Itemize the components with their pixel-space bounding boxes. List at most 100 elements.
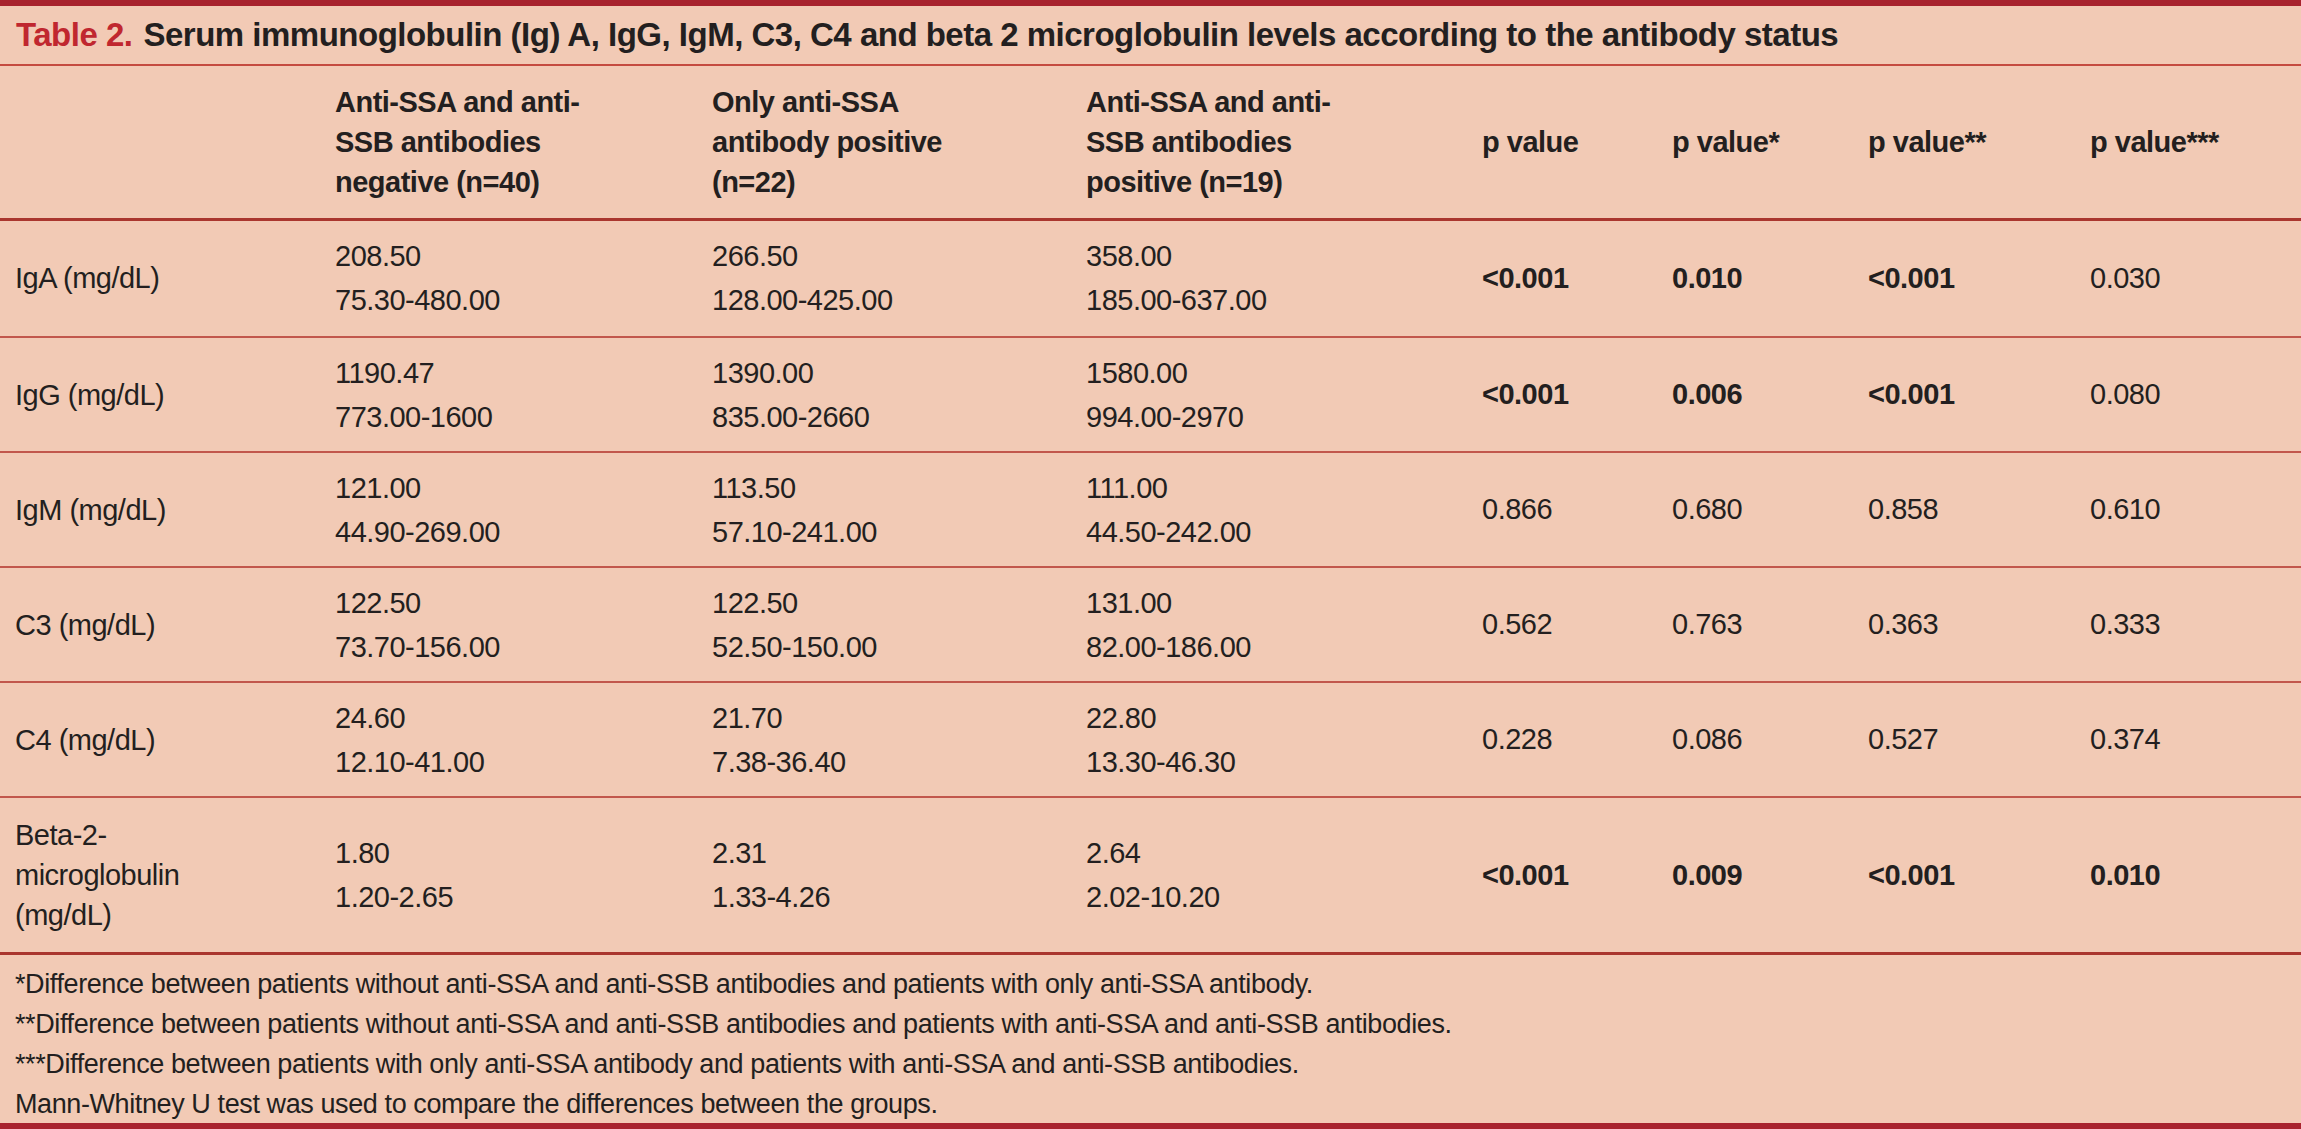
footnote-line: ***Difference between patients with only… bbox=[15, 1044, 2285, 1084]
p-value: 0.228 bbox=[1482, 723, 1552, 756]
median-value: 24.60 bbox=[335, 696, 689, 740]
p-value: <0.001 bbox=[1482, 859, 1569, 892]
header-row: Anti-SSA and anti- SSB antibodies negati… bbox=[0, 66, 2301, 219]
p-value-cell: 0.333 bbox=[2075, 567, 2301, 682]
median-value: 21.70 bbox=[712, 696, 1063, 740]
table-title: Table 2. Serum immunoglobulin (Ig) A, Ig… bbox=[0, 6, 2301, 66]
row-label: IgG (mg/dL) bbox=[0, 337, 320, 452]
value-cell: 1580.00 994.00-2970 bbox=[1071, 337, 1467, 452]
range-value: 1.33-4.26 bbox=[712, 875, 1063, 919]
p-value-cell: 0.010 bbox=[2075, 797, 2301, 952]
table-row-c3: C3 (mg/dL) 122.50 73.70-156.00 122.50 52… bbox=[0, 567, 2301, 682]
median-value: 113.50 bbox=[712, 466, 1063, 510]
p-value-cell: 0.086 bbox=[1657, 682, 1853, 797]
row-label: IgM (mg/dL) bbox=[0, 452, 320, 567]
median-value: 1580.00 bbox=[1086, 351, 1459, 395]
footnote-line: Mann-Whitney U test was used to compare … bbox=[15, 1084, 2285, 1124]
value-cell: 113.50 57.10-241.00 bbox=[697, 452, 1071, 567]
range-value: 128.00-425.00 bbox=[712, 278, 1063, 322]
median-value: 2.31 bbox=[712, 831, 1063, 875]
p-value-cell: <0.001 bbox=[1853, 219, 2075, 337]
row-label: IgA (mg/dL) bbox=[0, 219, 320, 337]
range-value: 1.20-2.65 bbox=[335, 875, 689, 919]
table-number-label: Table 2. bbox=[16, 16, 132, 54]
range-value: 52.50-150.00 bbox=[712, 625, 1063, 669]
range-value: 185.00-637.00 bbox=[1086, 278, 1459, 322]
footnote-line: *Difference between patients without ant… bbox=[15, 964, 2285, 1004]
range-value: 82.00-186.00 bbox=[1086, 625, 1459, 669]
p-value-cell: 0.866 bbox=[1467, 452, 1657, 567]
median-value: 2.64 bbox=[1086, 831, 1459, 875]
range-value: 7.38-36.40 bbox=[712, 740, 1063, 784]
footnote-line: **Difference between patients without an… bbox=[15, 1004, 2285, 1044]
range-value: 2.02-10.20 bbox=[1086, 875, 1459, 919]
p-value-cell: <0.001 bbox=[1467, 797, 1657, 952]
p-value-cell: <0.001 bbox=[1853, 337, 2075, 452]
p-value: <0.001 bbox=[1868, 859, 1955, 892]
p-value-cell: <0.001 bbox=[1467, 219, 1657, 337]
data-table: Anti-SSA and anti- SSB antibodies negati… bbox=[0, 66, 2301, 952]
p-value-cell: 0.363 bbox=[1853, 567, 2075, 682]
median-value: 122.50 bbox=[335, 581, 689, 625]
p-value-cell: 0.228 bbox=[1467, 682, 1657, 797]
p-value-cell: 0.374 bbox=[2075, 682, 2301, 797]
p-value-cell: 0.006 bbox=[1657, 337, 1853, 452]
column-header-p-value-1star: p value* bbox=[1657, 66, 1853, 219]
column-header-p-value-3star: p value*** bbox=[2075, 66, 2301, 219]
column-header-group-positive: Anti-SSA and anti- SSB antibodies positi… bbox=[1071, 66, 1467, 219]
median-value: 122.50 bbox=[712, 581, 1063, 625]
median-value: 1.80 bbox=[335, 831, 689, 875]
p-value-cell: 0.858 bbox=[1853, 452, 2075, 567]
value-cell: 358.00 185.00-637.00 bbox=[1071, 219, 1467, 337]
p-value: <0.001 bbox=[1482, 378, 1569, 411]
range-value: 13.30-46.30 bbox=[1086, 740, 1459, 784]
p-value: 0.010 bbox=[1672, 262, 1742, 295]
p-value: 0.763 bbox=[1672, 608, 1742, 641]
value-cell: 122.50 73.70-156.00 bbox=[320, 567, 697, 682]
column-header-group-negative: Anti-SSA and anti- SSB antibodies negati… bbox=[320, 66, 697, 219]
p-value: 0.680 bbox=[1672, 493, 1742, 526]
column-header-p-value: p value bbox=[1467, 66, 1657, 219]
p-value: 0.086 bbox=[1672, 723, 1742, 756]
table-row-igg: IgG (mg/dL) 1190.47 773.00-1600 1390.00 … bbox=[0, 337, 2301, 452]
p-value: 0.080 bbox=[2090, 378, 2160, 411]
range-value: 75.30-480.00 bbox=[335, 278, 689, 322]
p-value-cell: 0.527 bbox=[1853, 682, 2075, 797]
p-value: 0.006 bbox=[1672, 378, 1742, 411]
table-row-c4: C4 (mg/dL) 24.60 12.10-41.00 21.70 7.38-… bbox=[0, 682, 2301, 797]
value-cell: 111.00 44.50-242.00 bbox=[1071, 452, 1467, 567]
value-cell: 2.31 1.33-4.26 bbox=[697, 797, 1071, 952]
value-cell: 2.64 2.02-10.20 bbox=[1071, 797, 1467, 952]
table-row-beta2-microglobulin: Beta-2- microglobulin (mg/dL) 1.80 1.20-… bbox=[0, 797, 2301, 952]
median-value: 1190.47 bbox=[335, 351, 689, 395]
row-label: Beta-2- microglobulin (mg/dL) bbox=[0, 797, 320, 952]
table-footnotes: *Difference between patients without ant… bbox=[0, 952, 2301, 1123]
value-cell: 1190.47 773.00-1600 bbox=[320, 337, 697, 452]
median-value: 1390.00 bbox=[712, 351, 1063, 395]
value-cell: 21.70 7.38-36.40 bbox=[697, 682, 1071, 797]
p-value: <0.001 bbox=[1482, 262, 1569, 295]
p-value-cell: 0.610 bbox=[2075, 452, 2301, 567]
median-value: 22.80 bbox=[1086, 696, 1459, 740]
p-value-cell: 0.763 bbox=[1657, 567, 1853, 682]
p-value: 0.030 bbox=[2090, 262, 2160, 295]
p-value: 0.610 bbox=[2090, 493, 2160, 526]
p-value: 0.009 bbox=[1672, 859, 1742, 892]
median-value: 208.50 bbox=[335, 234, 689, 278]
p-value: 0.562 bbox=[1482, 608, 1552, 641]
table-row-igm: IgM (mg/dL) 121.00 44.90-269.00 113.50 5… bbox=[0, 452, 2301, 567]
range-value: 773.00-1600 bbox=[335, 395, 689, 439]
range-value: 44.90-269.00 bbox=[335, 510, 689, 554]
range-value: 12.10-41.00 bbox=[335, 740, 689, 784]
value-cell: 121.00 44.90-269.00 bbox=[320, 452, 697, 567]
p-value-cell: <0.001 bbox=[1467, 337, 1657, 452]
p-value-cell: 0.009 bbox=[1657, 797, 1853, 952]
p-value-cell: <0.001 bbox=[1853, 797, 2075, 952]
value-cell: 24.60 12.10-41.00 bbox=[320, 682, 697, 797]
column-header-empty bbox=[0, 66, 320, 219]
p-value: 0.858 bbox=[1868, 493, 1938, 526]
p-value: <0.001 bbox=[1868, 262, 1955, 295]
column-header-p-value-2star: p value** bbox=[1853, 66, 2075, 219]
value-cell: 122.50 52.50-150.00 bbox=[697, 567, 1071, 682]
p-value-cell: 0.030 bbox=[2075, 219, 2301, 337]
